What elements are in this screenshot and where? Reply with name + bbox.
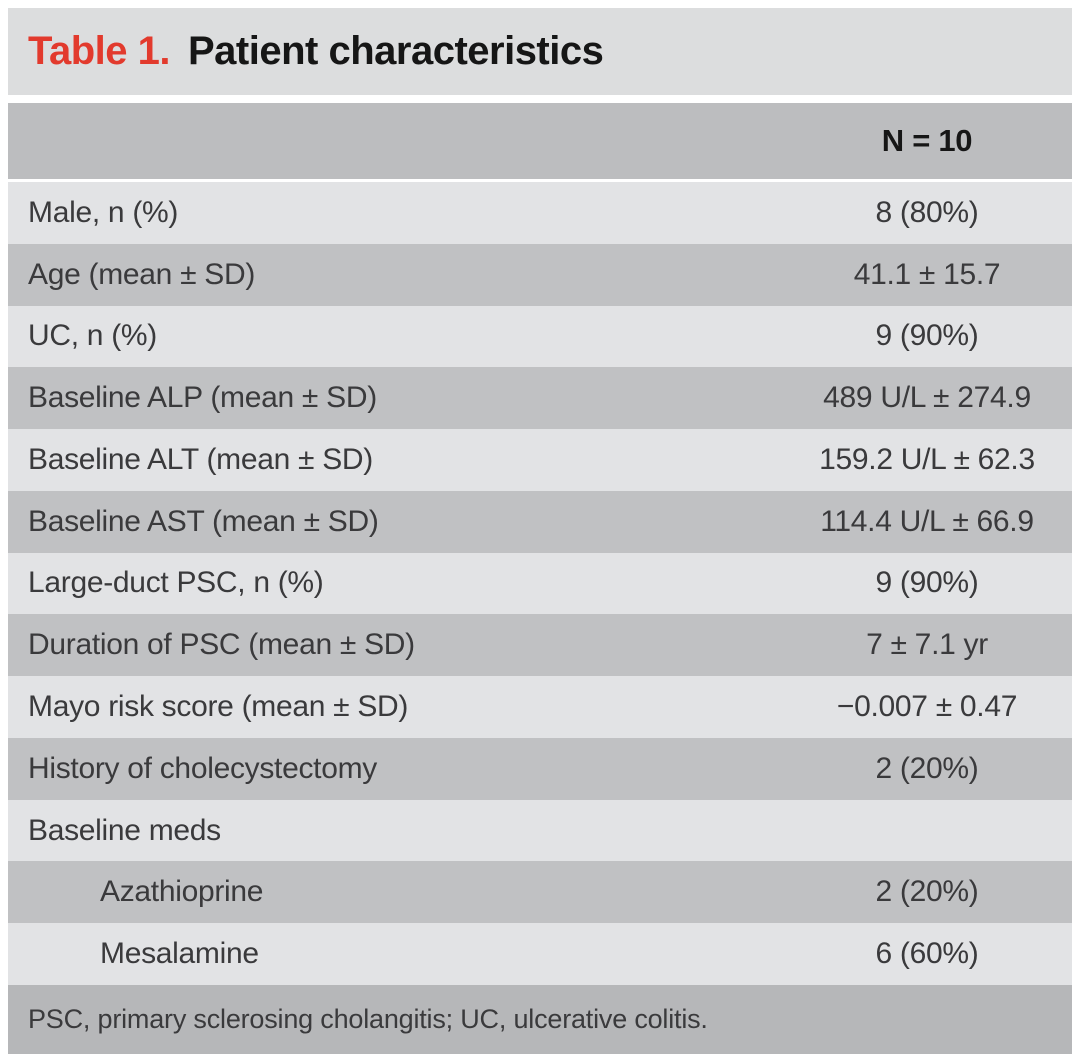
row-value: 9 (90%) [875,566,979,600]
row-label: Azathioprine [100,875,264,909]
table-row: Mesalamine 6 (60%) [8,923,1072,985]
table-row: Age (mean ± SD) 41.1 ± 15.7 [8,243,1072,306]
table-row: Baseline ALP (mean ± SD) 489 U/L ± 274.9 [8,367,1072,430]
row-label: Large-duct PSC, n (%) [28,566,324,600]
row-label: Mesalamine [100,937,259,971]
row-value: 8 (80%) [875,195,979,229]
table-row: Baseline meds [8,799,1072,862]
column-header-n: N = 10 [881,123,973,158]
row-value: 159.2 U/L ± 62.3 [819,442,1035,476]
table-row: UC, n (%) 9 (90%) [8,305,1072,368]
row-label: Duration of PSC (mean ± SD) [28,628,415,662]
table-title-text: Patient characteristics [187,29,604,73]
row-value: 2 (20%) [875,875,979,909]
footnote-text: PSC, primary sclerosing cholangitis; UC,… [28,1003,708,1034]
table-row: Male, n (%) 8 (80%) [8,182,1072,244]
column-header-row: N = 10 [8,103,1072,179]
row-label: Baseline meds [28,813,221,847]
row-label: Baseline ALP (mean ± SD) [28,381,377,415]
table-number-label: Table 1. [28,29,170,73]
footnote-bar: PSC, primary sclerosing cholangitis; UC,… [8,984,1072,1054]
table-row: Baseline ALT (mean ± SD) 159.2 U/L ± 62.… [8,429,1072,491]
row-value: −0.007 ± 0.47 [836,690,1018,723]
row-label: History of cholecystectomy [28,751,377,785]
row-label: UC, n (%) [28,319,157,353]
table-body: Male, n (%) 8 (80%) Age (mean ± SD) 41.1… [8,182,1072,985]
row-label: Age (mean ± SD) [28,257,256,291]
table-row: Mayo risk score (mean ± SD) −0.007 ± 0.4… [8,676,1072,738]
table-row: History of cholecystectomy 2 (20%) [8,737,1072,800]
row-label: Baseline AST (mean ± SD) [28,504,379,538]
table-row: Large-duct PSC, n (%) 9 (90%) [8,552,1072,615]
row-value: 489 U/L ± 274.9 [823,381,1031,415]
row-label: Mayo risk score (mean ± SD) [28,690,409,723]
row-value: 7 ± 7.1 yr [866,628,988,662]
table-row: Duration of PSC (mean ± SD) 7 ± 7.1 yr [8,614,1072,677]
row-value: 114.4 U/L ± 66.9 [820,504,1034,538]
table-row: Baseline AST (mean ± SD) 114.4 U/L ± 66.… [8,490,1072,553]
table-row: Azathioprine 2 (20%) [8,861,1072,924]
patient-characteristics-table: Table 1. Patient characteristics N = 10 … [8,8,1072,1054]
row-value: 2 (20%) [875,751,979,785]
row-label: Baseline ALT (mean ± SD) [28,442,373,476]
row-label: Male, n (%) [28,195,179,229]
row-value: 9 (90%) [875,319,979,353]
row-value: 6 (60%) [875,937,979,971]
row-value: 41.1 ± 15.7 [853,257,1001,291]
table-title-bar: Table 1. Patient characteristics [8,8,1072,95]
